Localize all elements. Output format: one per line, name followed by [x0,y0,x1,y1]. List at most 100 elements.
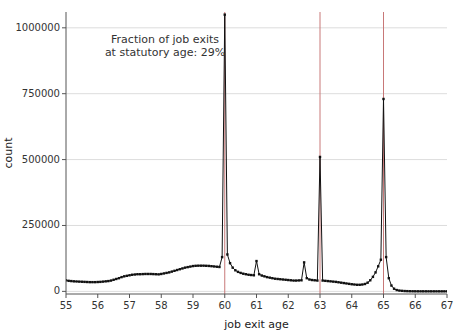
data-point [406,290,408,292]
data-point [313,279,315,281]
data-point [126,275,128,277]
x-tick-label: 58 [155,300,168,311]
x-tick [383,294,384,298]
data-point [271,277,273,279]
data-point [261,274,263,276]
x-tick-label: 55 [60,300,73,311]
x-tick [161,294,162,298]
data-point [181,267,183,269]
data-point [393,288,395,290]
data-point [298,279,300,281]
data-point [380,259,382,261]
x-tick [97,294,98,298]
data-point [221,256,223,258]
data-point [144,273,146,275]
data-point [218,266,220,268]
data-point [200,264,202,266]
data-point [237,271,239,273]
data-point [369,279,371,281]
data-point [337,281,339,283]
data-point [210,265,212,267]
x-tick-label: 59 [187,300,200,311]
data-point [104,280,106,282]
y-tick [62,225,66,226]
x-tick-label: 56 [91,300,104,311]
data-point [300,279,302,281]
vertical-line [320,12,321,294]
data-point [440,290,442,292]
x-tick-label: 63 [314,300,327,311]
data-point [205,265,207,267]
data-point [123,275,125,277]
data-point [242,273,244,275]
x-tick [288,294,289,298]
data-point [335,281,337,283]
data-point [258,273,260,275]
data-point [216,266,218,268]
data-point [388,277,390,279]
x-tick-label: 65 [377,300,390,311]
data-point [372,276,374,278]
data-point [197,264,199,266]
data-point [139,273,141,275]
x-tick-label: 57 [123,300,136,311]
annotation-line: at statutory age: 29% [105,46,225,59]
data-point [208,265,210,267]
data-point [234,269,236,271]
data-point [324,280,326,282]
data-point [168,271,170,273]
y-tick [62,291,66,292]
grid-line [66,93,447,94]
data-point [239,272,241,274]
data-point [97,281,99,283]
data-point [438,290,440,292]
x-tick-label: 67 [441,300,454,311]
data-point [284,279,286,281]
data-point [147,273,149,275]
grid-line [66,225,447,226]
x-tick [193,294,194,298]
data-point [142,273,144,275]
plot-area [66,12,447,294]
data-point [292,279,294,281]
data-point [351,283,353,285]
data-point [303,261,305,263]
data-point [255,260,257,262]
data-point [377,265,379,267]
data-point [67,280,69,282]
data-point [321,279,323,281]
data-point [282,278,284,280]
data-point [382,98,384,100]
grid-line [66,27,447,28]
data-point [425,290,427,292]
x-tick [415,294,416,298]
y-tick-label: 250000 [22,219,60,230]
data-point [435,290,437,292]
data-point [340,281,342,283]
data-point [91,281,93,283]
x-tick-label: 66 [409,300,422,311]
axes: 0250000500000750000100000055565758596061… [15,12,453,311]
data-point [356,284,358,286]
data-point [112,279,114,281]
data-point [364,283,366,285]
data-point [189,265,191,267]
data-point [401,290,403,292]
data-point [152,273,154,275]
data-point [194,265,196,267]
data-point [343,282,345,284]
data-point [171,270,173,272]
data-point [224,13,226,15]
x-tick-label: 61 [250,300,263,311]
x-tick [351,294,352,298]
data-point [165,272,167,274]
data-point [157,273,159,275]
data-point [287,279,289,281]
data-point [279,278,281,280]
data-point [361,283,363,285]
data-point [385,256,387,258]
y-tick [62,93,66,94]
data-point [427,290,429,292]
data-point [398,289,400,291]
data-point [229,262,231,264]
